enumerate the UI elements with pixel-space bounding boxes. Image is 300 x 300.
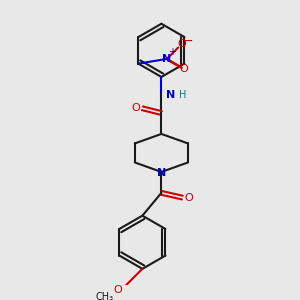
Text: O: O [180,64,188,74]
Text: CH₃: CH₃ [95,292,113,300]
Text: O: O [184,193,193,202]
Text: N: N [162,54,172,64]
Text: −: − [182,35,193,48]
Text: +: + [168,47,176,57]
Text: O: O [178,39,186,49]
Text: N: N [166,90,176,100]
Text: O: O [131,103,140,113]
Text: N: N [157,168,166,178]
Text: O: O [113,285,122,295]
Text: H: H [178,90,186,100]
